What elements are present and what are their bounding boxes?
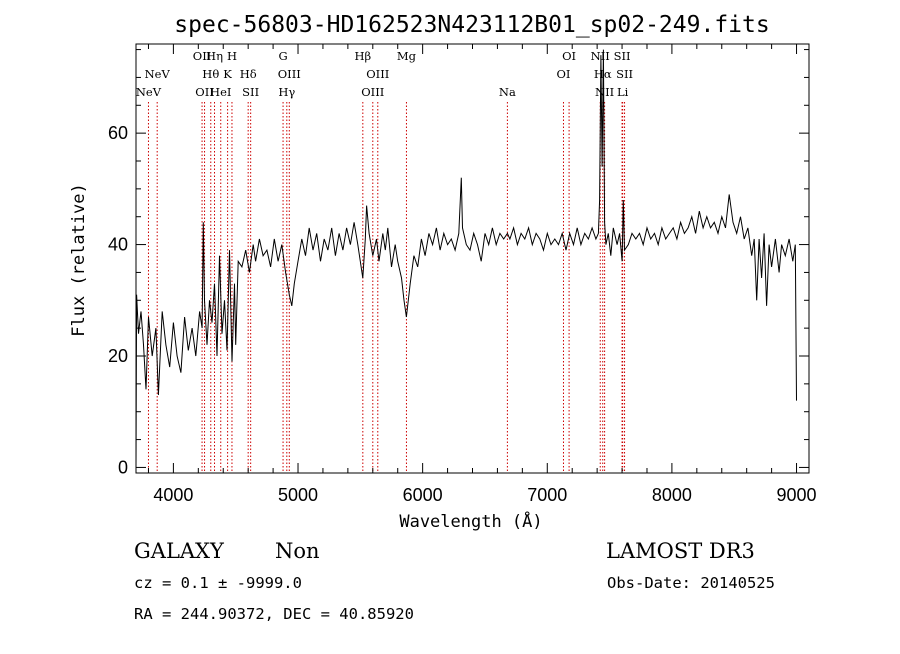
survey-name: LAMOST DR3 bbox=[606, 539, 755, 563]
redshift-text: cz = 0.1 ± -9999.0 bbox=[134, 574, 302, 592]
chart-title: spec-56803-HD162523N423112B01_sp02-249.f… bbox=[174, 12, 769, 38]
y-tick-label: 20 bbox=[108, 346, 128, 366]
y-tick-label: 0 bbox=[118, 457, 128, 477]
line-marker-label: HeI bbox=[210, 85, 231, 99]
y-tick-label: 40 bbox=[108, 235, 128, 255]
line-marker-label: Hη bbox=[206, 49, 223, 63]
line-marker-label: NeV bbox=[136, 85, 162, 99]
line-marker-label: Li bbox=[617, 85, 629, 99]
line-marker-label: SII bbox=[616, 67, 633, 81]
line-marker-label: Hθ bbox=[202, 67, 219, 81]
line-marker-label: Mg bbox=[397, 49, 417, 63]
x-tick-label: 5000 bbox=[278, 485, 318, 505]
line-marker-label: NII bbox=[591, 49, 610, 63]
y-axis-label: Flux (relative) bbox=[69, 183, 89, 337]
x-axis-label: Wavelength (Å) bbox=[399, 510, 542, 532]
line-marker-label: OI bbox=[562, 49, 576, 63]
object-subclass: Non bbox=[275, 539, 320, 563]
line-marker-label: NeV bbox=[145, 67, 171, 81]
x-tick-label: 9000 bbox=[777, 485, 817, 505]
x-tick-label: 6000 bbox=[403, 485, 443, 505]
line-marker-label: Na bbox=[499, 85, 516, 99]
x-tick-label: 8000 bbox=[652, 485, 692, 505]
line-marker-label: SII bbox=[614, 49, 631, 63]
line-marker-label: Hδ bbox=[240, 67, 257, 81]
spectrum-line bbox=[135, 49, 797, 468]
line-marker-label: OIII bbox=[278, 67, 301, 81]
line-marker-label: Hγ bbox=[278, 85, 295, 99]
y-axis-ticks: 0 20 40 60 bbox=[108, 49, 809, 477]
y-tick-label: 60 bbox=[108, 123, 128, 143]
line-marker-label: H bbox=[227, 49, 237, 63]
line-marker-label: G bbox=[278, 49, 287, 63]
x-tick-label: 7000 bbox=[527, 485, 567, 505]
line-marker-label: K bbox=[223, 67, 232, 81]
plot-frame bbox=[135, 43, 810, 474]
line-marker-label: OII bbox=[195, 85, 214, 99]
object-class: GALAXY bbox=[134, 539, 225, 563]
line-markers bbox=[147, 102, 626, 473]
coordinates-text: RA = 244.90372, DEC = 40.85920 bbox=[134, 605, 414, 623]
line-marker-label: OIII bbox=[366, 67, 389, 81]
line-marker-label: Hβ bbox=[354, 49, 371, 63]
obs-date-text: Obs-Date: 20140525 bbox=[607, 574, 775, 592]
line-marker-label: OII bbox=[193, 49, 212, 63]
x-tick-label: 4000 bbox=[153, 485, 193, 505]
line-marker-label: NII bbox=[595, 85, 614, 99]
x-axis-ticks: 4000 5000 6000 7000 8000 9000 bbox=[147, 44, 817, 505]
line-marker-label: OI bbox=[556, 67, 570, 81]
line-marker-label: OIII bbox=[361, 85, 384, 99]
line-marker-label: SII bbox=[242, 85, 259, 99]
